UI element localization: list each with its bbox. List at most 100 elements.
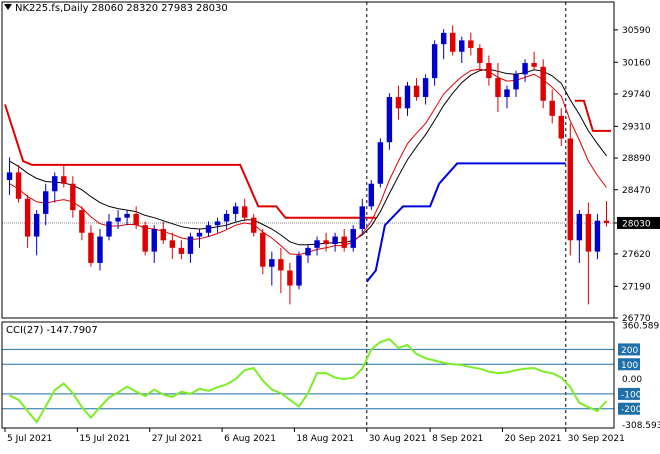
candle-body <box>377 142 384 184</box>
candle-body <box>33 213 40 237</box>
candle-body <box>431 44 438 79</box>
candle-body <box>178 247 185 254</box>
cci-tick-label: 100 <box>621 361 638 371</box>
candle-body <box>42 191 49 214</box>
candle <box>459 36 465 64</box>
candle <box>341 228 347 252</box>
candle <box>603 201 610 227</box>
candle <box>404 81 411 116</box>
candle <box>278 247 284 294</box>
cci-tick-label: 200 <box>621 346 638 356</box>
candle <box>413 78 420 101</box>
candle <box>33 210 40 256</box>
candle <box>377 138 384 188</box>
candle <box>540 59 546 109</box>
candle-body <box>495 78 501 97</box>
dropdown-triangle-icon[interactable] <box>4 4 12 10</box>
candle-body <box>549 100 555 116</box>
cci-pane-frame <box>1 321 615 429</box>
candle-body <box>513 74 519 90</box>
candle-body <box>24 198 31 237</box>
price-tick-label: 30590 <box>622 26 651 36</box>
cci-name: CCI(27) <box>6 325 44 336</box>
price-tick-label: 26770 <box>622 314 651 324</box>
candle-body <box>142 225 148 252</box>
candle <box>422 74 429 105</box>
candle-body <box>468 40 474 48</box>
candle-body <box>160 228 166 241</box>
candle <box>549 89 555 124</box>
candle <box>522 59 528 82</box>
candle-body <box>558 115 564 139</box>
candle-body <box>350 228 356 248</box>
candle <box>214 217 221 233</box>
price-tick-label: 29310 <box>622 122 651 132</box>
candle <box>42 183 49 226</box>
candle-body <box>97 236 103 263</box>
symbol-label: NK225.fs,Daily <box>15 3 89 14</box>
candle-body <box>459 40 465 52</box>
time-tick-label: 15 Jul 2021 <box>79 434 130 444</box>
candle-body <box>422 78 429 97</box>
candle-body <box>603 220 610 223</box>
candle-body <box>594 220 601 252</box>
candle <box>15 164 22 203</box>
candle <box>169 232 176 260</box>
price-tick-label: 27190 <box>622 282 651 292</box>
candle <box>395 85 402 120</box>
candle <box>124 210 130 226</box>
price-tick-label: 27620 <box>622 250 651 260</box>
candle <box>314 236 320 256</box>
candle-body <box>214 221 221 226</box>
candle <box>558 108 564 147</box>
candle <box>106 213 112 241</box>
candle <box>440 29 447 60</box>
price-tick-label: 29740 <box>622 90 651 100</box>
candle-body <box>305 247 311 256</box>
candle-body <box>413 85 420 97</box>
candle-body <box>404 85 411 109</box>
candle <box>97 228 103 271</box>
candle <box>251 213 257 237</box>
candle <box>223 210 230 229</box>
candle <box>359 198 365 233</box>
current-price-box <box>617 216 660 229</box>
candle-body <box>79 210 85 233</box>
candle <box>431 40 438 86</box>
candle-body <box>196 232 203 237</box>
candle <box>386 93 393 150</box>
price-tick-label: 30160 <box>622 58 651 68</box>
time-tick-label: 8 Sep 2021 <box>432 434 483 444</box>
candle <box>323 232 329 252</box>
candle-body <box>522 63 528 75</box>
candle-body <box>323 240 329 245</box>
current-price-label: 28030 <box>622 219 651 229</box>
candle-body <box>576 213 583 241</box>
candle-body <box>70 183 76 211</box>
candle-body <box>395 96 402 109</box>
price-pane-frame <box>1 1 615 319</box>
candle <box>79 206 85 241</box>
candle-body <box>241 206 248 218</box>
candle-body <box>540 66 546 101</box>
candle-body <box>486 63 492 79</box>
candle <box>88 225 94 267</box>
candle-body <box>205 225 212 233</box>
candle-body <box>187 236 194 254</box>
time-tick-label: 27 Jul 2021 <box>152 434 203 444</box>
candle <box>504 85 510 109</box>
candle <box>576 210 583 263</box>
candle <box>196 228 203 248</box>
candle <box>205 221 212 237</box>
candle-body <box>6 172 13 180</box>
cci-tick-label: 360.5895 <box>622 322 660 332</box>
candle-body <box>287 270 293 286</box>
candle <box>368 179 375 211</box>
candle-body <box>133 213 139 226</box>
candle-body <box>223 213 230 222</box>
cci-value: -147.7907 <box>46 325 98 336</box>
candle-body <box>115 217 121 222</box>
candle <box>52 172 58 203</box>
